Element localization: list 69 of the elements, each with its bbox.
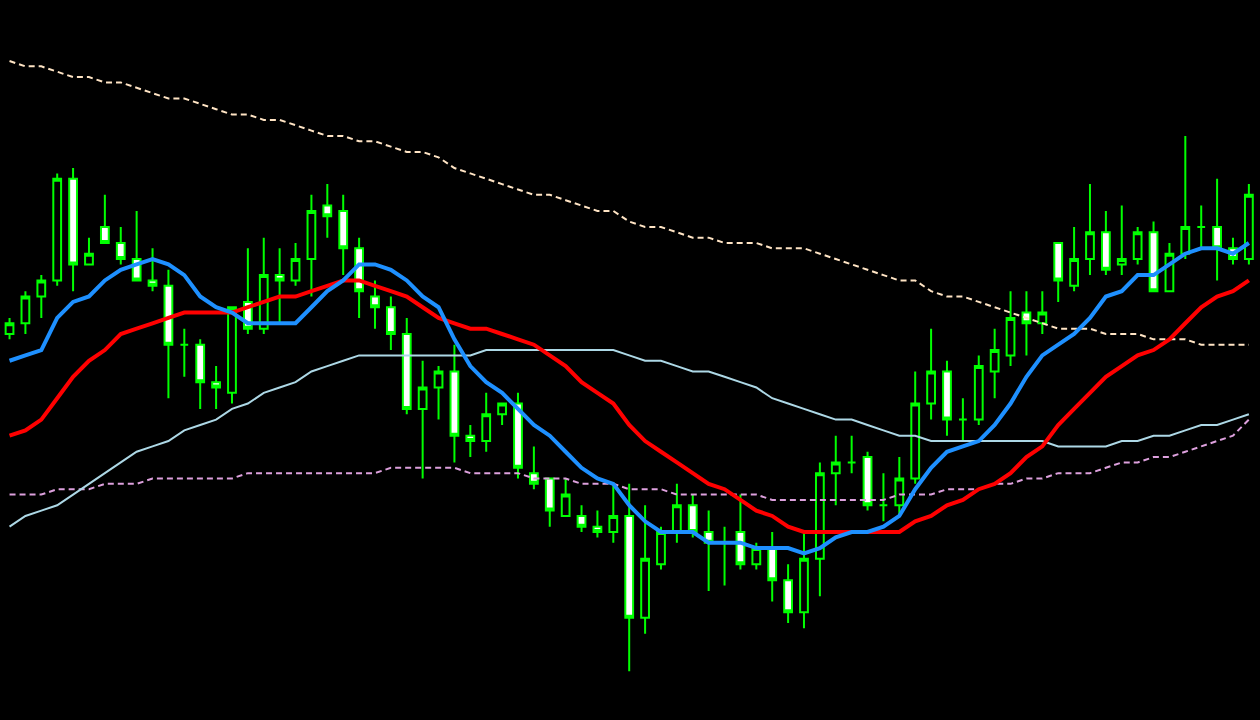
candlestick: [1069, 225, 1079, 293]
candlestick: [830, 434, 841, 507]
candlestick: [274, 247, 285, 325]
candlestick: [513, 391, 523, 480]
candlestick: [1116, 204, 1127, 277]
candlestick: [687, 493, 698, 539]
candlestick: [52, 172, 63, 287]
candlestick: [862, 450, 873, 512]
candlestick: [703, 509, 714, 592]
candlestick: [417, 359, 428, 480]
candlestick: [592, 509, 603, 539]
candlestick: [497, 402, 507, 426]
candlestick: [1053, 242, 1064, 303]
candlestick: [989, 327, 1000, 400]
candlestick: [1037, 290, 1048, 335]
candlestick: [1243, 183, 1254, 266]
candlestick: [338, 193, 349, 277]
candlestick: [179, 327, 190, 378]
candlestick: [481, 391, 492, 453]
candlestick: [1005, 290, 1016, 368]
candlestick: [608, 482, 619, 544]
candlestick: [671, 482, 682, 544]
candlestick: [528, 445, 539, 491]
candlestick: [401, 316, 412, 416]
candlestick: [973, 354, 984, 426]
candlestick: [544, 477, 555, 528]
candlestick: [68, 167, 78, 293]
candlestick: [1180, 134, 1191, 261]
candlestick: [576, 504, 587, 534]
candlestick: [926, 327, 936, 421]
candlestick: [211, 365, 221, 410]
candlestick: [84, 236, 94, 266]
candlestick: [957, 397, 968, 443]
candlestick: [878, 472, 889, 523]
candlestick: [799, 531, 809, 630]
candlestick: [942, 359, 952, 437]
candlestick: [624, 482, 635, 673]
candlestick: [322, 183, 333, 239]
candlestick: [560, 477, 571, 517]
candlestick: [894, 456, 905, 517]
candlestick: [846, 434, 857, 475]
candlestick: [290, 242, 301, 287]
candlestick: [306, 193, 317, 298]
candlestick: [370, 279, 380, 330]
candlestick: [147, 247, 158, 293]
candlestick: [1100, 209, 1111, 277]
candlestick: [115, 225, 126, 266]
candlestick: [449, 343, 460, 464]
candlestick: [163, 268, 174, 400]
candlestick: [1021, 290, 1032, 357]
candlestick: [814, 461, 825, 598]
candlestick: [1132, 225, 1143, 266]
candlestick: [20, 290, 31, 335]
candlestick: [910, 370, 921, 485]
candlestick: [640, 504, 650, 635]
candlestick: [385, 295, 396, 352]
candlestick: [465, 423, 476, 459]
candlestick: [1085, 183, 1095, 277]
candlestick: [433, 365, 444, 421]
candlestick: [767, 531, 778, 603]
candlestick: [783, 563, 793, 625]
candlestick: [36, 274, 47, 319]
candlestick: [1212, 177, 1222, 282]
candlestick: [99, 193, 110, 244]
candlestick: [656, 525, 666, 571]
candlestick: [227, 306, 237, 405]
candlestick: [735, 493, 746, 571]
candlestick: [195, 338, 206, 410]
candlestick: [1196, 204, 1207, 250]
